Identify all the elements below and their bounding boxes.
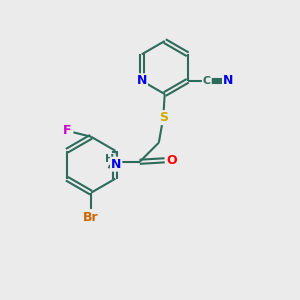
Text: C: C [203, 76, 211, 86]
Text: H: H [105, 154, 114, 164]
Text: F: F [63, 124, 71, 137]
Text: O: O [166, 154, 176, 167]
Text: N: N [111, 158, 121, 171]
Text: Br: Br [83, 211, 99, 224]
Text: N: N [223, 74, 233, 87]
Text: S: S [159, 111, 168, 124]
Text: N: N [136, 74, 147, 87]
